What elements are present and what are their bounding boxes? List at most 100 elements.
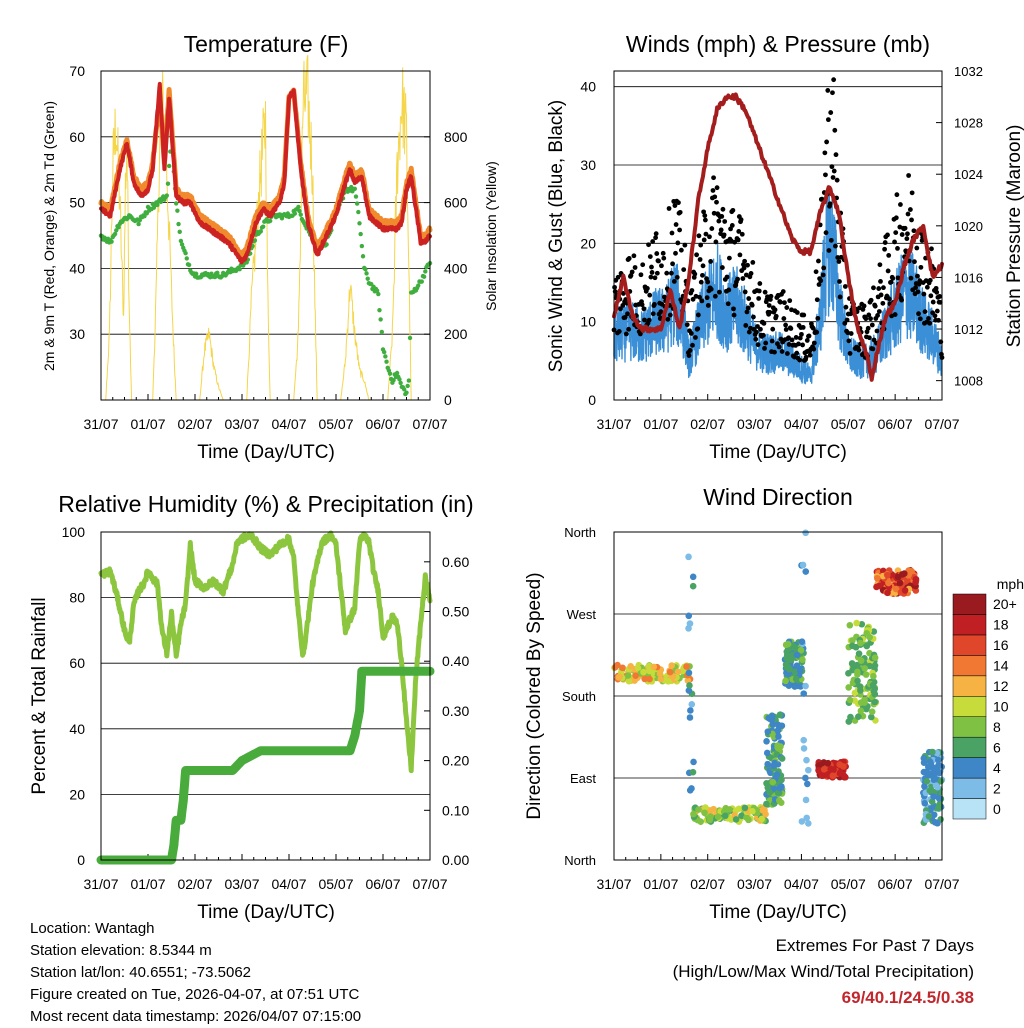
gust-point xyxy=(698,279,704,285)
direction-point xyxy=(624,672,632,679)
gust-point xyxy=(641,306,647,312)
gust-point xyxy=(886,253,892,258)
dewpoint-point xyxy=(387,371,393,376)
gust-point xyxy=(648,274,654,280)
gust-point xyxy=(705,279,711,285)
gust-point xyxy=(697,257,703,262)
gust-point xyxy=(806,333,812,339)
direction-point xyxy=(799,656,806,663)
extremes-values: 69/40.1/24.5/0.38 xyxy=(841,988,974,1007)
gust-point xyxy=(793,335,799,340)
gust-point xyxy=(890,276,896,281)
direction-point xyxy=(871,662,879,669)
y2-tick-label: 0.60 xyxy=(442,554,469,570)
gust-point xyxy=(718,227,724,233)
dewpoint-point xyxy=(379,329,385,335)
gust-point xyxy=(789,337,795,343)
direction-point xyxy=(935,795,943,802)
direction-point xyxy=(857,707,865,715)
y2-tick-label: 0.50 xyxy=(442,604,469,620)
y2-tick-label: 1012 xyxy=(954,322,983,337)
direction-point xyxy=(625,677,633,685)
direction-point xyxy=(930,793,937,800)
dewpoint-point xyxy=(237,266,242,272)
dewpoint-point xyxy=(178,238,184,244)
direction-point xyxy=(853,619,860,627)
dewpoint-point xyxy=(137,217,142,223)
gust-point xyxy=(640,262,646,268)
gust-point xyxy=(649,264,654,270)
direction-point xyxy=(836,770,844,777)
direction-point xyxy=(710,805,717,813)
rainfall-line xyxy=(96,666,435,865)
direction-point xyxy=(802,774,809,782)
gust-point xyxy=(779,349,785,354)
direction-point xyxy=(847,713,854,721)
x-tick-label: 31/07 xyxy=(596,416,631,432)
gust-point xyxy=(796,341,801,347)
direction-point xyxy=(912,575,920,583)
gust-point xyxy=(833,152,839,158)
gust-point xyxy=(654,251,660,256)
gust-point xyxy=(650,311,656,317)
gust-point xyxy=(690,342,695,348)
gust-point xyxy=(731,312,737,318)
direction-point xyxy=(784,663,792,671)
direction-point xyxy=(775,789,783,797)
dewpoint-point xyxy=(358,231,363,237)
dewpoint-point xyxy=(398,380,403,386)
x-axis-label: Time (Day/UTC) xyxy=(197,902,335,923)
direction-point xyxy=(928,798,936,805)
gust-point xyxy=(872,303,878,309)
gust-point xyxy=(784,305,790,310)
gust-point xyxy=(670,261,675,267)
direction-point xyxy=(775,797,783,804)
gust-point xyxy=(684,322,690,328)
direction-point xyxy=(689,768,697,776)
extremes-subheading: (High/Low/Max Wind/Total Precipitation) xyxy=(672,962,974,981)
direction-point xyxy=(702,804,709,811)
y-tick-label: 70 xyxy=(69,63,85,79)
gust-point xyxy=(832,127,838,133)
direction-point xyxy=(627,663,635,670)
direction-point xyxy=(820,765,828,773)
gust-point xyxy=(737,252,743,258)
y2-axis-label: Station Pressure (Maroon) xyxy=(1004,125,1024,348)
direction-point xyxy=(685,687,693,694)
gust-point xyxy=(877,262,883,268)
gust-point xyxy=(760,332,766,338)
dewpoint-point xyxy=(166,163,172,169)
dewpoint-point xyxy=(391,377,396,383)
colorbar-label: 6 xyxy=(993,739,1001,755)
colorbar-label: 14 xyxy=(993,658,1009,674)
gust-point xyxy=(711,210,717,216)
gust-point xyxy=(885,232,890,238)
gust-point xyxy=(647,254,653,260)
direction-point xyxy=(776,784,784,792)
gust-point xyxy=(863,316,869,322)
gust-point xyxy=(917,278,923,284)
gust-point xyxy=(697,294,702,300)
x-tick-label: 03/07 xyxy=(737,876,772,892)
direction-point xyxy=(802,682,809,690)
y-tick-label: 80 xyxy=(69,590,85,606)
gust-point xyxy=(811,340,817,346)
direction-point xyxy=(934,756,942,764)
direction-point xyxy=(695,806,702,813)
gust-point xyxy=(761,320,767,326)
gust-point xyxy=(729,222,735,228)
direction-point xyxy=(824,759,832,767)
y2-tick-label: 0.20 xyxy=(442,753,469,769)
gust-point xyxy=(707,234,712,240)
gust-point xyxy=(918,264,924,270)
gust-point xyxy=(938,339,944,345)
y-axis-label: Percent & Total Rainfall xyxy=(29,597,50,794)
gust-point xyxy=(833,243,838,249)
direction-point xyxy=(793,662,801,669)
gust-point xyxy=(639,302,645,308)
gust-point xyxy=(822,150,828,156)
gust-point xyxy=(895,246,900,251)
gust-point xyxy=(659,263,664,269)
direction-point xyxy=(936,769,943,777)
